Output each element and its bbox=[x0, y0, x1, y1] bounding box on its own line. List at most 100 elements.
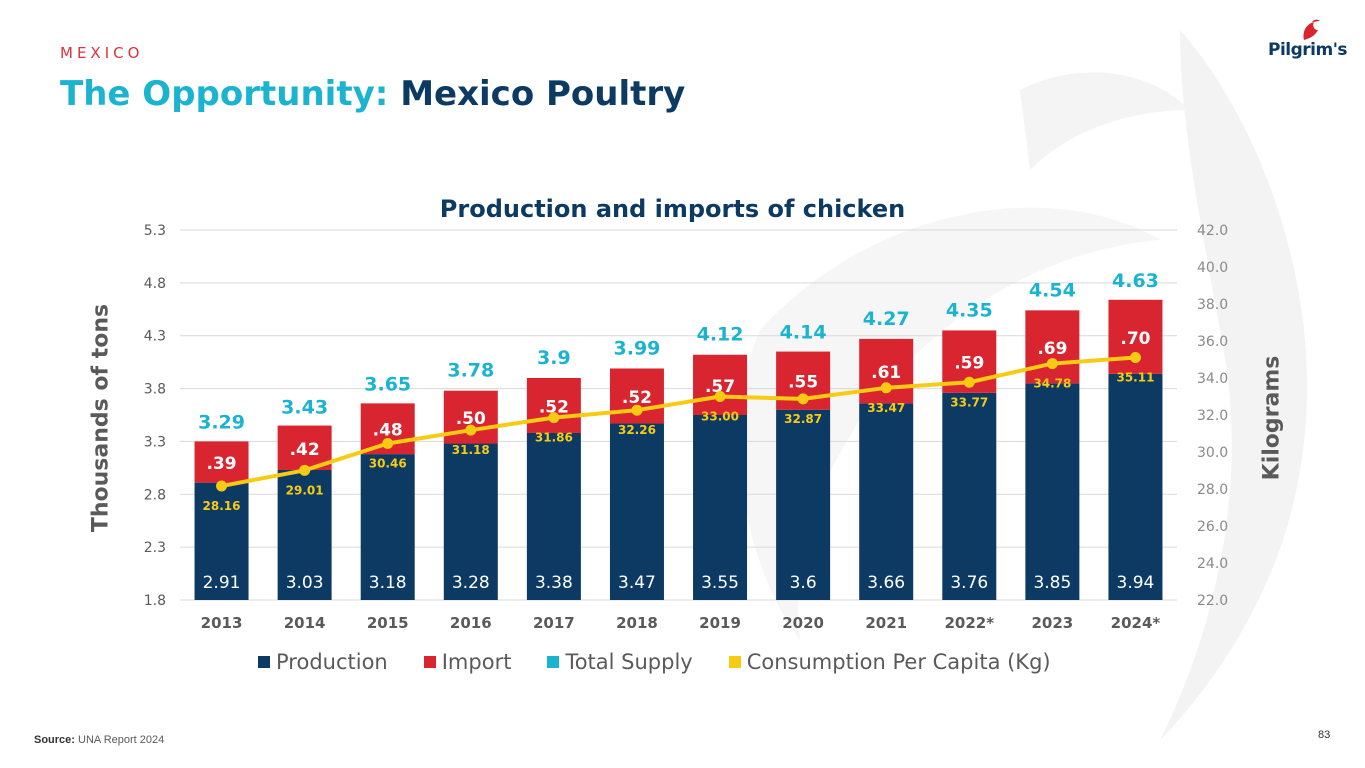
y-tick-label-right: 40.0 bbox=[1197, 260, 1228, 276]
x-tick-label: 2013 bbox=[201, 614, 243, 632]
legend-label-production: Production bbox=[276, 650, 388, 674]
bar-production bbox=[859, 403, 914, 600]
section-label: MEXICO bbox=[60, 44, 144, 62]
data-label-total-supply: 3.9 bbox=[537, 347, 571, 369]
data-label-production: 3.47 bbox=[618, 573, 656, 593]
data-label-import: .48 bbox=[373, 421, 403, 441]
data-label-consumption: 35.11 bbox=[1116, 370, 1154, 384]
x-tick-label: 2022* bbox=[944, 614, 994, 632]
data-label-total-supply: 4.54 bbox=[1029, 279, 1076, 301]
data-label-production: 3.03 bbox=[286, 573, 324, 593]
data-label-import: .55 bbox=[788, 373, 818, 393]
x-tick-label: 2024* bbox=[1111, 614, 1161, 632]
y-tick-label-left: 5.3 bbox=[144, 223, 166, 239]
point-consumption bbox=[216, 480, 228, 492]
legend-swatch-production bbox=[258, 656, 270, 668]
legend-swatch-import bbox=[423, 656, 436, 668]
data-label-consumption: 28.16 bbox=[203, 499, 241, 513]
source-note: Source: UNA Report 2024 bbox=[34, 734, 164, 746]
data-label-import: .39 bbox=[206, 454, 236, 474]
bar-import bbox=[194, 441, 249, 483]
y-tick-label-left: 3.3 bbox=[144, 434, 166, 450]
page-number: 83 bbox=[1318, 729, 1331, 741]
bar-import bbox=[526, 378, 581, 433]
data-label-import: .52 bbox=[539, 397, 569, 417]
y-tick-label-left: 4.3 bbox=[144, 329, 166, 345]
data-label-consumption: 29.01 bbox=[286, 483, 324, 497]
point-consumption bbox=[299, 464, 311, 476]
data-label-total-supply: 3.65 bbox=[364, 373, 411, 395]
legend-item-consumption: Consumption Per Capita (Kg) bbox=[728, 650, 1051, 674]
data-label-total-supply: 4.27 bbox=[863, 308, 910, 330]
point-consumption bbox=[1046, 358, 1058, 370]
point-consumption bbox=[1129, 351, 1141, 363]
x-tick-label: 2018 bbox=[616, 614, 658, 632]
data-label-total-supply: 4.63 bbox=[1112, 270, 1159, 292]
data-label-total-supply: 4.12 bbox=[697, 324, 744, 346]
x-tick-label: 2017 bbox=[533, 614, 575, 632]
data-label-consumption: 31.86 bbox=[535, 431, 573, 445]
data-label-production: 3.85 bbox=[1033, 573, 1071, 593]
data-label-production: 3.18 bbox=[369, 573, 407, 593]
data-label-import: .59 bbox=[954, 354, 984, 374]
data-label-production: 3.66 bbox=[867, 573, 905, 593]
legend-label-import: Import bbox=[441, 650, 512, 674]
data-label-import: .61 bbox=[871, 363, 901, 383]
data-label-production: 2.91 bbox=[203, 573, 241, 593]
x-tick-label: 2015 bbox=[367, 614, 409, 632]
source-label: Source: bbox=[34, 734, 75, 746]
data-label-total-supply: 3.99 bbox=[614, 337, 661, 359]
x-tick-label: 2023 bbox=[1032, 614, 1074, 632]
bar-production bbox=[942, 392, 997, 600]
data-label-import: .50 bbox=[456, 409, 486, 429]
y-tick-label-left: 1.8 bbox=[144, 593, 166, 609]
x-tick-label: 2014 bbox=[284, 614, 326, 632]
y-tick-label-right: 38.0 bbox=[1197, 297, 1228, 313]
data-label-total-supply: 4.35 bbox=[946, 299, 993, 321]
bar-production bbox=[360, 454, 415, 600]
point-consumption bbox=[963, 376, 975, 388]
data-label-total-supply: 3.43 bbox=[281, 397, 328, 419]
bar-production bbox=[609, 423, 664, 600]
bar-production bbox=[693, 415, 748, 600]
data-label-production: 3.55 bbox=[701, 573, 739, 593]
legend-label-consumption: Consumption Per Capita (Kg) bbox=[746, 650, 1051, 674]
legend-swatch-consumption bbox=[728, 656, 741, 668]
data-label-import: .70 bbox=[1120, 329, 1150, 349]
y-tick-label-right: 30.0 bbox=[1197, 445, 1228, 461]
data-label-consumption: 31.18 bbox=[452, 443, 490, 457]
bar-production bbox=[277, 469, 332, 600]
chart-legend: Production Import Total Supply Consumpti… bbox=[258, 650, 1087, 674]
page-title-main: Mexico Poultry bbox=[400, 74, 686, 114]
point-consumption bbox=[631, 404, 643, 416]
data-label-total-supply: 4.14 bbox=[780, 322, 827, 344]
y-tick-label-left: 3.8 bbox=[144, 382, 166, 398]
bar-production bbox=[443, 443, 498, 600]
data-label-consumption: 33.77 bbox=[950, 395, 988, 409]
data-label-total-supply: 3.78 bbox=[447, 360, 494, 382]
bar-production bbox=[1108, 373, 1163, 600]
y-tick-label-right: 26.0 bbox=[1197, 519, 1228, 535]
chart-title: Production and imports of chicken bbox=[439, 195, 906, 223]
legend-item-import: Import bbox=[423, 650, 512, 674]
point-consumption bbox=[714, 391, 726, 402]
x-tick-label: 2016 bbox=[450, 614, 492, 632]
point-consumption bbox=[465, 424, 477, 436]
bar-import bbox=[1025, 310, 1080, 384]
y-tick-label-left: 4.8 bbox=[144, 276, 166, 292]
data-label-consumption: 32.26 bbox=[618, 423, 656, 437]
x-tick-label: 2021 bbox=[865, 614, 907, 632]
data-label-import: .52 bbox=[622, 388, 652, 408]
data-label-consumption: 33.47 bbox=[867, 401, 905, 415]
y-tick-label-right: 36.0 bbox=[1197, 334, 1228, 350]
source-text: UNA Report 2024 bbox=[78, 734, 165, 746]
x-tick-label: 2020 bbox=[782, 614, 824, 632]
point-consumption bbox=[797, 393, 809, 405]
data-label-consumption: 34.78 bbox=[1033, 377, 1071, 391]
bar-production bbox=[526, 432, 581, 600]
data-label-consumption: 30.46 bbox=[369, 456, 407, 470]
y-tick-label-right: 24.0 bbox=[1197, 556, 1228, 572]
y-tick-label-left: 2.8 bbox=[144, 487, 166, 503]
data-label-total-supply: 3.29 bbox=[198, 411, 245, 433]
